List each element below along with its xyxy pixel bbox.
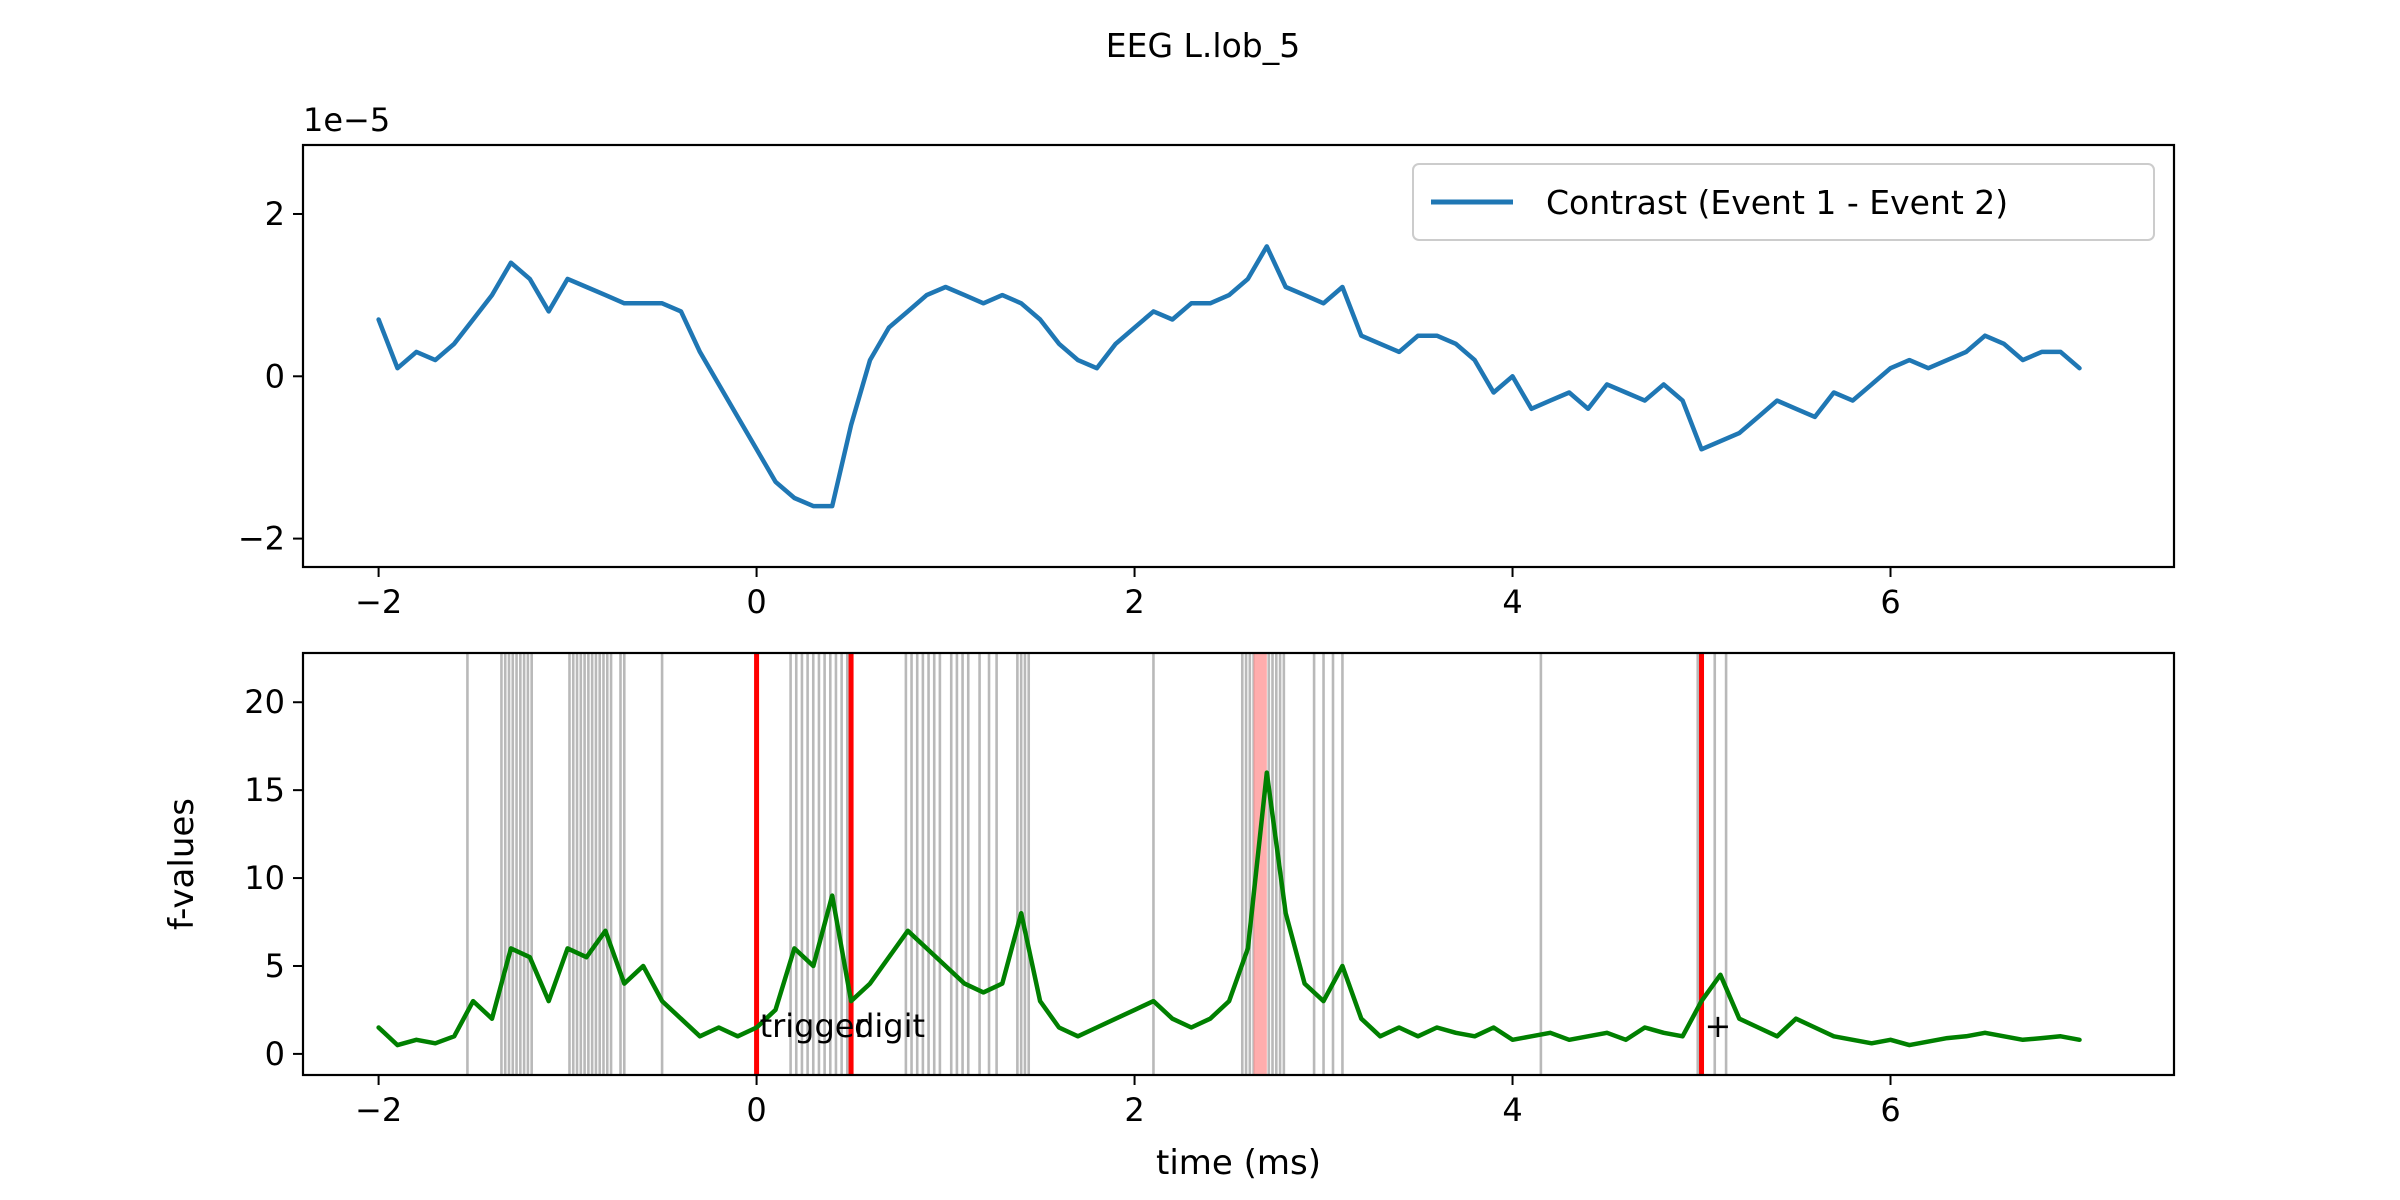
legend-box [1412, 163, 2155, 241]
series-line [376, 244, 2082, 509]
x-tick-label: 4 [1502, 1091, 1522, 1129]
axes-frame [301, 143, 2176, 569]
x-axis-label: time (ms) [1156, 1143, 1321, 1183]
x-tick-label: 0 [746, 583, 766, 621]
y-tick-label: 0 [265, 1035, 285, 1073]
y-tick-label: 0 [265, 357, 285, 395]
event-label: trigger [760, 1007, 869, 1045]
series-line [376, 770, 2082, 1048]
x-tick-label: 6 [1880, 583, 1900, 621]
event-label: digit [854, 1007, 925, 1045]
highlight-span [1253, 653, 1267, 1075]
legend-entry-label: Contrast (Event 1 - Event 2) [1546, 183, 2008, 222]
y-tick-label: 2 [265, 195, 285, 233]
x-tick-label: 2 [1124, 1091, 1144, 1129]
x-tick-label: −2 [355, 583, 402, 621]
figure-title: EEG L.lob_5 [1106, 26, 1300, 65]
event-label: + [1705, 1007, 1732, 1045]
top-plot: −2 0 2 4 6 −2 0 2 1e−5 Contrast (Event 1 - Event … [238, 101, 2176, 621]
legend: Contrast (Event 1 - Event 2) [1412, 163, 2155, 241]
y-tick-label: 20 [244, 683, 285, 721]
x-tick-label: −2 [355, 1091, 402, 1129]
x-tick-label: 0 [746, 1091, 766, 1129]
y-axis-label: f-values [162, 798, 202, 930]
x-tick-label: 6 [1880, 1091, 1900, 1129]
y-tick-label: 5 [265, 947, 285, 985]
axes-frame [301, 651, 2176, 1077]
y-tick-label: 10 [244, 859, 285, 897]
y-tick-label: −2 [238, 520, 285, 558]
y-tick-label: 15 [244, 771, 285, 809]
y-offset-text: 1e−5 [303, 101, 390, 139]
x-tick-label: 4 [1502, 583, 1522, 621]
x-tick-label: 2 [1124, 583, 1144, 621]
